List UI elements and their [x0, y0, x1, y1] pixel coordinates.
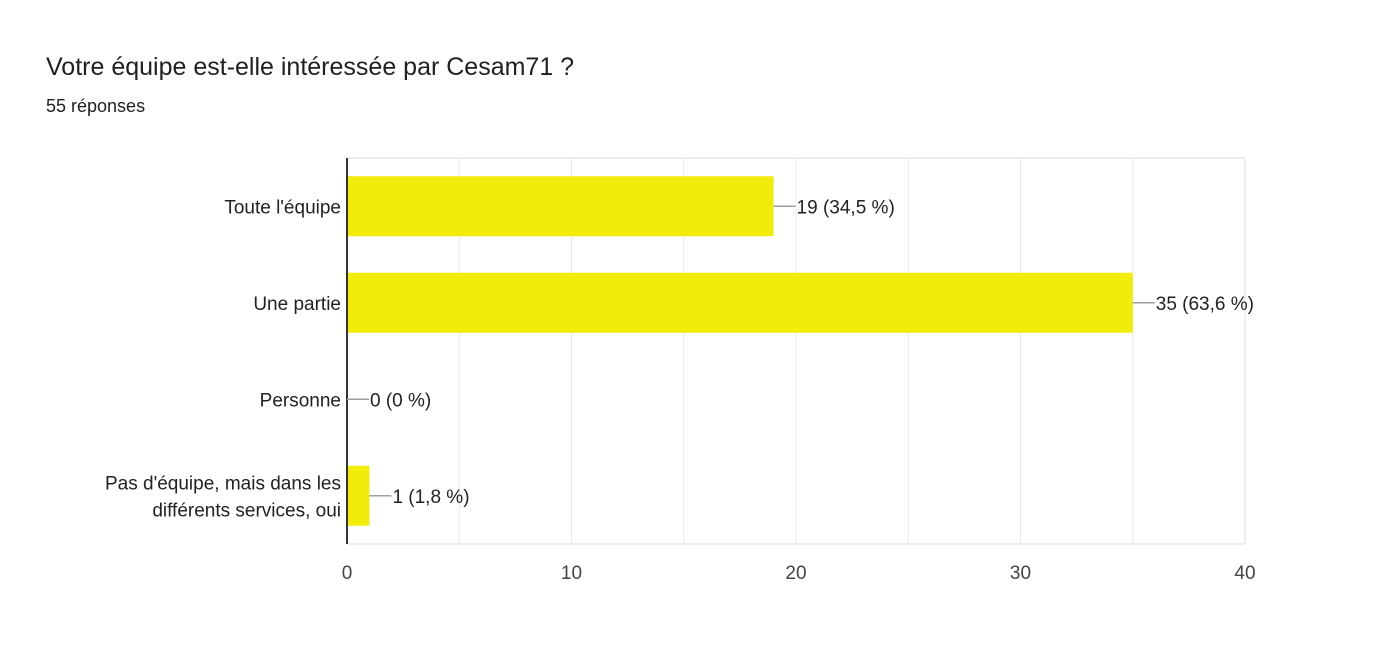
category-label: Une partie: [253, 294, 341, 315]
x-tick-label: 20: [785, 563, 806, 584]
data-label: 19 (34,5 %): [797, 197, 895, 218]
category-label: Pas d'équipe, mais dans les différents se…: [105, 473, 341, 521]
x-tick-label: 10: [561, 563, 582, 584]
labels: 19 (34,5 %) 35 (63,6 %) 0 (0 %) 1 (1,8 %) To…: [105, 197, 1254, 521]
category-label-line: Toute l'équipe: [224, 197, 341, 218]
gridlines: [347, 157, 1246, 545]
category-label-line: Personne: [260, 390, 341, 411]
bar: [347, 176, 774, 237]
category-label-line: Une partie: [253, 294, 341, 315]
bars: [347, 176, 1133, 526]
category-label: Toute l'équipe: [224, 197, 341, 218]
axes: 0 10 20 30 40: [342, 158, 1256, 584]
data-label: 35 (63,6 %): [1156, 294, 1254, 315]
data-label: 1 (1,8 %): [392, 487, 469, 508]
chart-title: Votre équipe est-elle intéressée par Ces…: [46, 53, 575, 81]
category-label-line: Pas d'équipe, mais dans les: [105, 473, 341, 494]
x-tick-label: 0: [342, 563, 353, 584]
data-label: 0 (0 %): [370, 390, 431, 411]
response-count: 55 réponses: [46, 96, 146, 116]
x-tick-label: 40: [1234, 563, 1255, 584]
bar: [347, 272, 1133, 333]
x-tick-label: 30: [1010, 563, 1031, 584]
category-label: Personne: [260, 390, 341, 411]
category-label-line: différents services, oui: [152, 500, 341, 521]
bar: [347, 465, 370, 526]
